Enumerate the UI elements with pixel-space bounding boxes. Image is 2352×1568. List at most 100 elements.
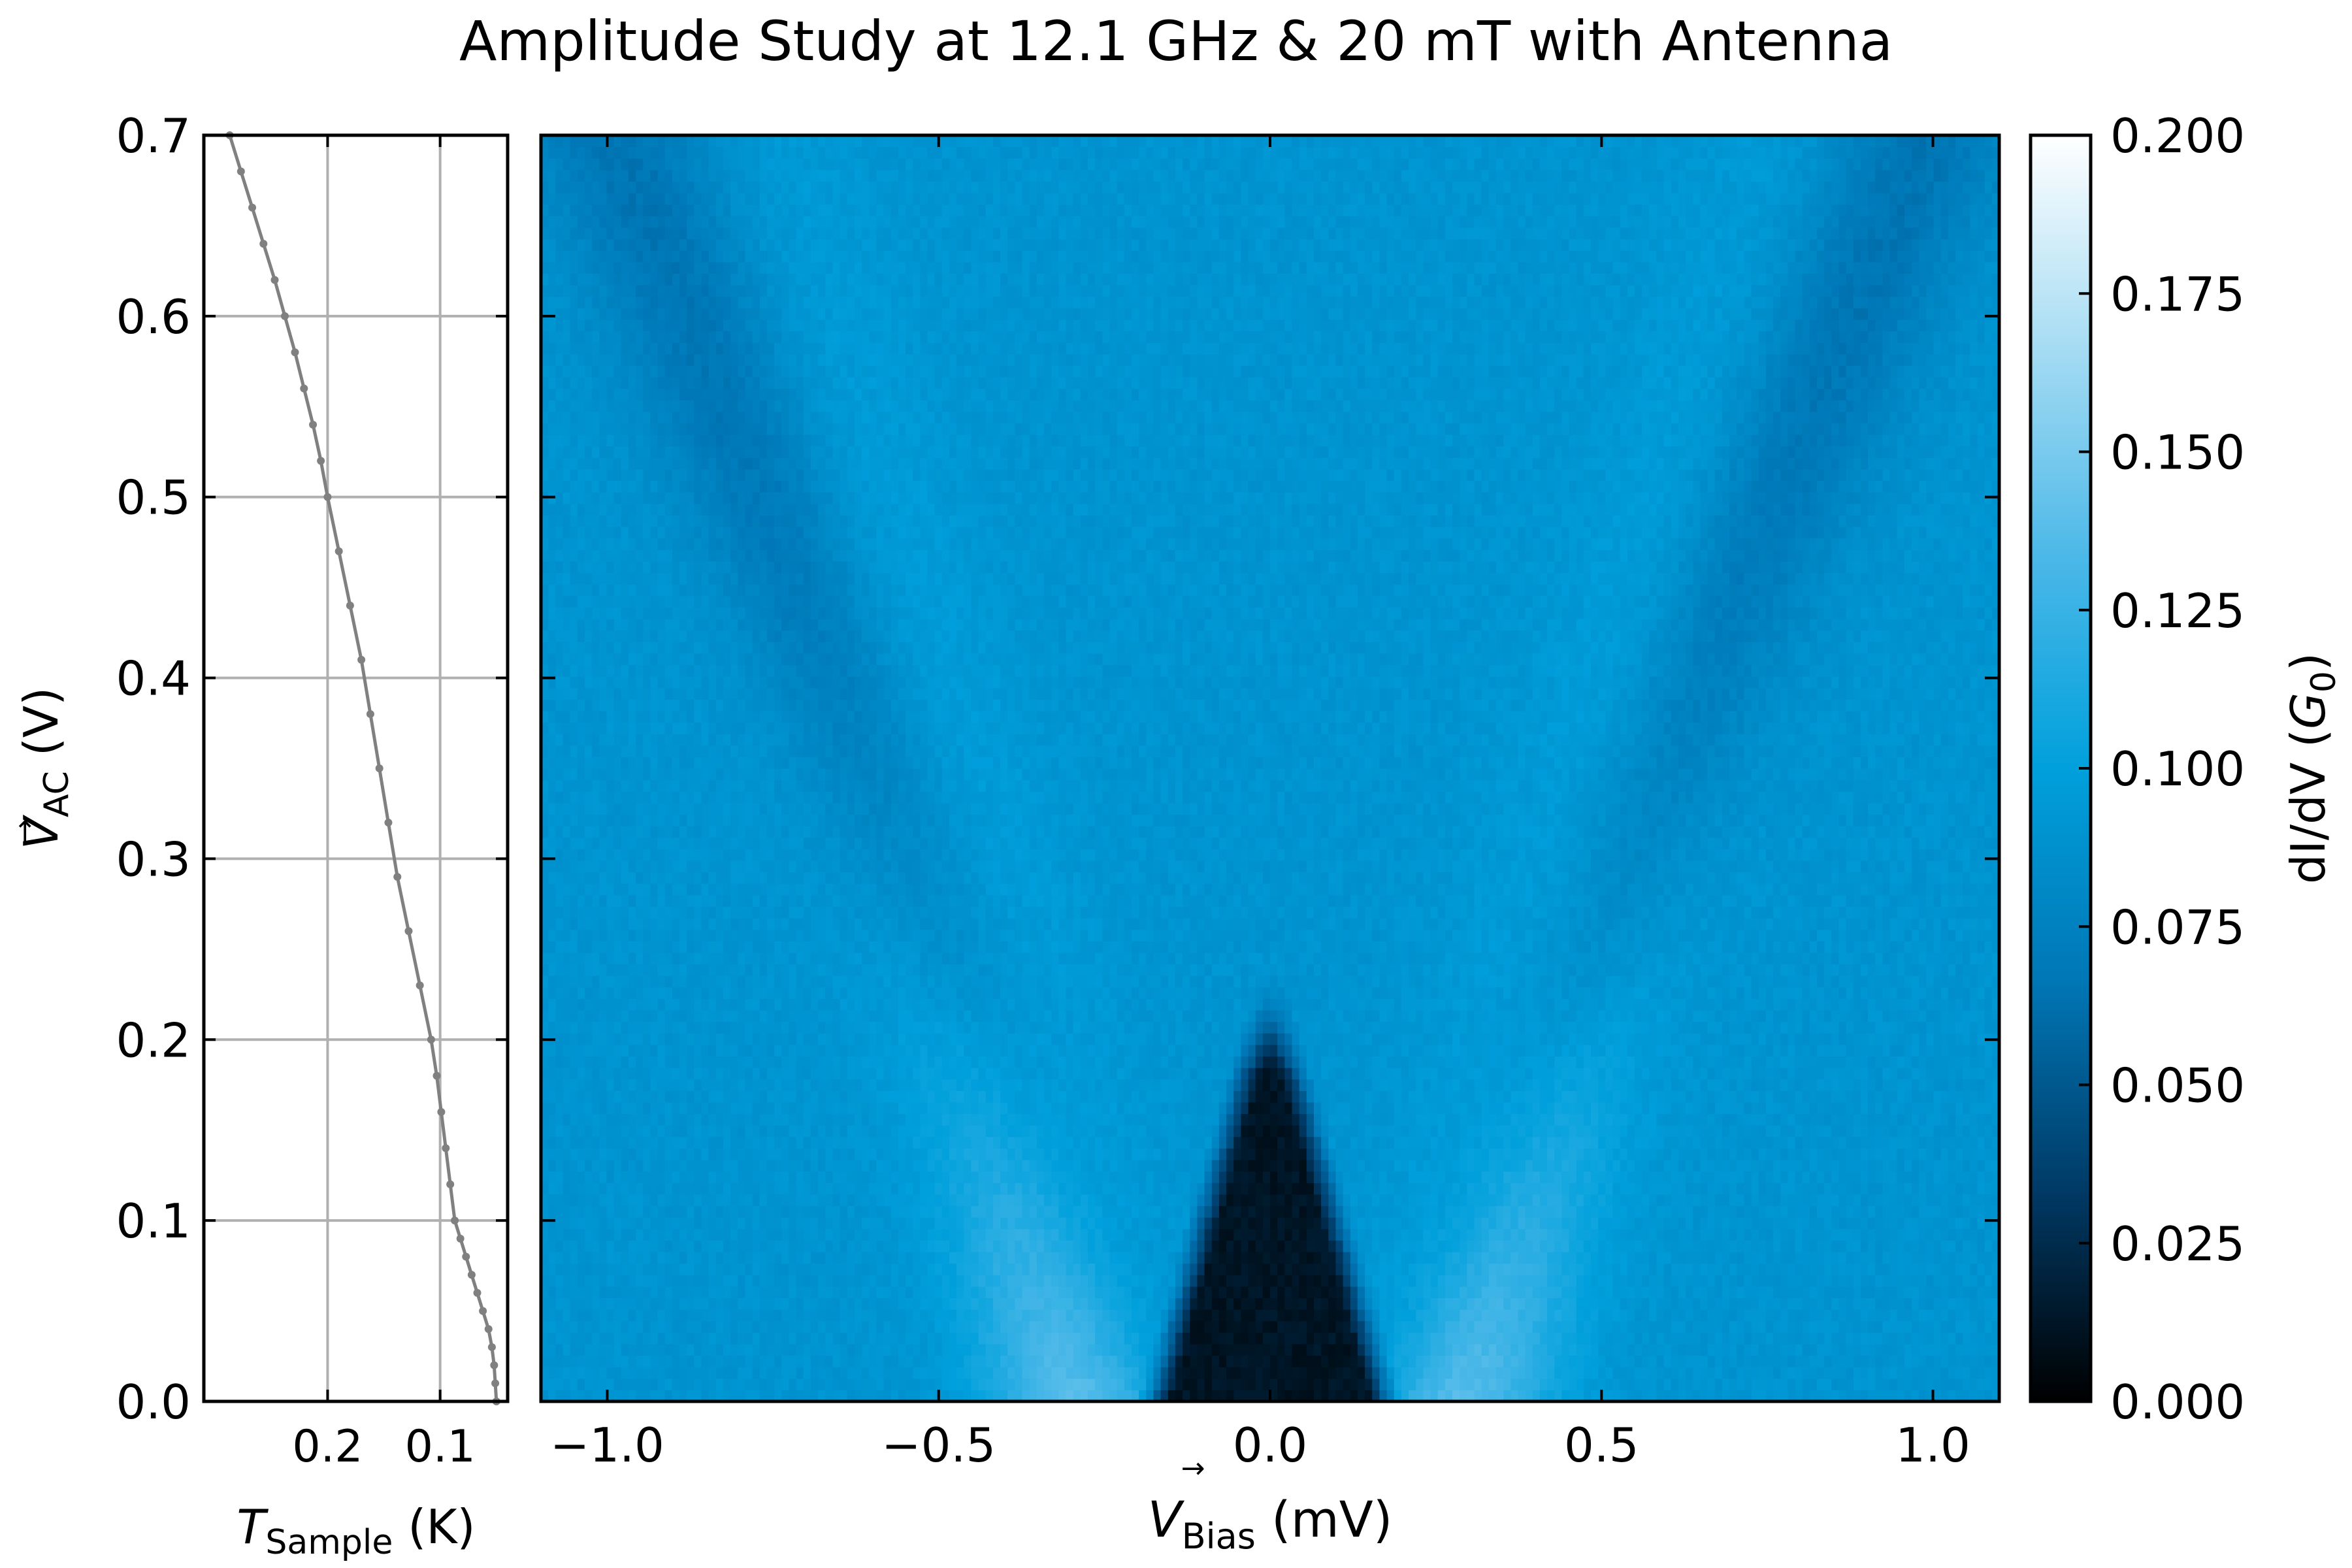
heatmap-cell <box>1139 1171 1147 1183</box>
heatmap-cell <box>643 1320 651 1333</box>
heatmap-cell <box>1357 1136 1365 1149</box>
heatmap-cell <box>898 1298 906 1310</box>
heatmap-cell <box>1292 1263 1300 1275</box>
heatmap-cell <box>1824 1286 1832 1299</box>
heatmap-cell <box>1277 1160 1285 1172</box>
heatmap-cell <box>1663 1309 1672 1322</box>
heatmap-cell <box>1693 1205 1701 1218</box>
heatmap-cell <box>1416 1171 1424 1183</box>
heatmap-cell <box>1430 1240 1439 1252</box>
heatmap-cell <box>1350 1136 1358 1149</box>
heatmap-cell <box>708 1148 717 1160</box>
heatmap-cell <box>1095 1378 1103 1390</box>
heatmap-cell <box>1197 1309 1205 1322</box>
heatmap-cell <box>840 1113 848 1126</box>
heatmap-cell <box>1197 1263 1205 1275</box>
heatmap-cell <box>1430 1275 1439 1287</box>
heatmap-cell <box>1963 1160 1970 1172</box>
heatmap-cell <box>774 1263 782 1275</box>
heatmap-cell <box>1080 1113 1088 1126</box>
heatmap-cell <box>1846 1160 1854 1172</box>
heatmap-cell <box>1780 1183 1788 1195</box>
heatmap-cell <box>1547 1160 1555 1172</box>
heatmap-cell <box>1591 1125 1599 1137</box>
heatmap-cell <box>1569 1332 1577 1345</box>
heatmap-cell <box>1022 1160 1030 1172</box>
heatmap-cell <box>1255 1263 1264 1275</box>
heatmap-cell <box>1437 1240 1446 1252</box>
heatmap-cell <box>818 1194 826 1207</box>
heatmap-cell <box>1153 1275 1162 1287</box>
heatmap-cell <box>1598 1160 1606 1172</box>
heatmap-cell <box>1635 1125 1642 1137</box>
heatmap-cell <box>1503 1217 1511 1230</box>
heatmap-cell <box>1073 1298 1081 1310</box>
heatmap-cell <box>1460 1228 1467 1241</box>
heatmap-cell <box>1802 1332 1810 1345</box>
heatmap-cell <box>563 1251 571 1264</box>
heatmap-cell <box>810 1171 819 1183</box>
heatmap-cell <box>745 1251 753 1264</box>
heatmap-cell <box>1802 1390 1810 1402</box>
heatmap-cell <box>555 1148 564 1160</box>
heatmap-cell <box>920 1263 928 1275</box>
heatmap-cell <box>1416 1183 1424 1195</box>
heatmap-cell <box>1168 1320 1176 1333</box>
heatmap-cell <box>1452 1217 1460 1230</box>
heatmap-cell <box>1190 1263 1198 1275</box>
heatmap-cell <box>672 1355 680 1367</box>
heatmap-cell <box>657 1113 666 1126</box>
heatmap-cell <box>1306 1125 1315 1137</box>
heatmap-cell <box>1088 1390 1096 1402</box>
heatmap-cell <box>548 1298 556 1310</box>
heatmap-cell <box>701 1355 710 1367</box>
heatmap-cell <box>1284 1125 1293 1137</box>
heatmap-cell <box>1051 1148 1059 1160</box>
heatmap-cell <box>825 1378 833 1390</box>
heatmap-cell <box>985 1240 994 1252</box>
heatmap-cell <box>1036 1205 1045 1218</box>
heatmap-cell <box>796 1160 804 1172</box>
heatmap-cell <box>781 1343 790 1356</box>
heatmap-cell <box>1605 1125 1614 1137</box>
heatmap-cell <box>1714 1320 1723 1333</box>
heatmap-cell <box>1948 1332 1956 1345</box>
heatmap-cell <box>745 1217 753 1230</box>
heatmap-cell <box>1758 1309 1767 1322</box>
heatmap-cell <box>1299 1183 1307 1195</box>
heatmap-cell <box>890 1378 899 1390</box>
heatmap-cell <box>1372 1332 1380 1345</box>
heatmap-cell <box>1846 1367 1854 1379</box>
heatmap-cell <box>555 1228 564 1241</box>
heatmap-cell <box>869 1136 877 1149</box>
heatmap-cell <box>1153 1263 1162 1275</box>
heatmap-cell <box>978 1251 987 1264</box>
heatmap-cell <box>1539 1183 1548 1195</box>
heatmap-cell <box>1058 1263 1067 1275</box>
heatmap-cell <box>854 1320 862 1333</box>
heatmap-cell <box>854 1148 862 1160</box>
heatmap-cell <box>1744 1320 1752 1333</box>
heatmap-cell <box>1160 1343 1169 1356</box>
heatmap-cell <box>876 1205 885 1218</box>
heatmap-cell <box>1700 1263 1708 1275</box>
heatmap-cell <box>1073 1343 1081 1356</box>
heatmap-cell <box>1620 1298 1628 1310</box>
heatmap-cell <box>1394 1286 1402 1299</box>
heatmap-cell <box>985 1275 994 1287</box>
heatmap-cell <box>1686 1378 1693 1390</box>
heatmap-cell <box>862 1136 870 1149</box>
heatmap-cell <box>1095 1251 1103 1264</box>
heatmap-cell <box>1926 1125 1935 1137</box>
heatmap-cell <box>1948 1160 1956 1172</box>
heatmap-cell <box>723 1275 731 1287</box>
heatmap-cell <box>1904 1298 1912 1310</box>
heatmap-cell <box>810 1217 819 1230</box>
heatmap-cell <box>825 1183 833 1195</box>
heatmap-cell <box>1758 1148 1767 1160</box>
heatmap-cell <box>1379 1367 1388 1379</box>
heatmap-cell <box>1036 1286 1045 1299</box>
heatmap-cell <box>708 1125 717 1137</box>
heatmap-cell <box>774 1355 782 1367</box>
heatmap-cell <box>1737 1148 1744 1160</box>
